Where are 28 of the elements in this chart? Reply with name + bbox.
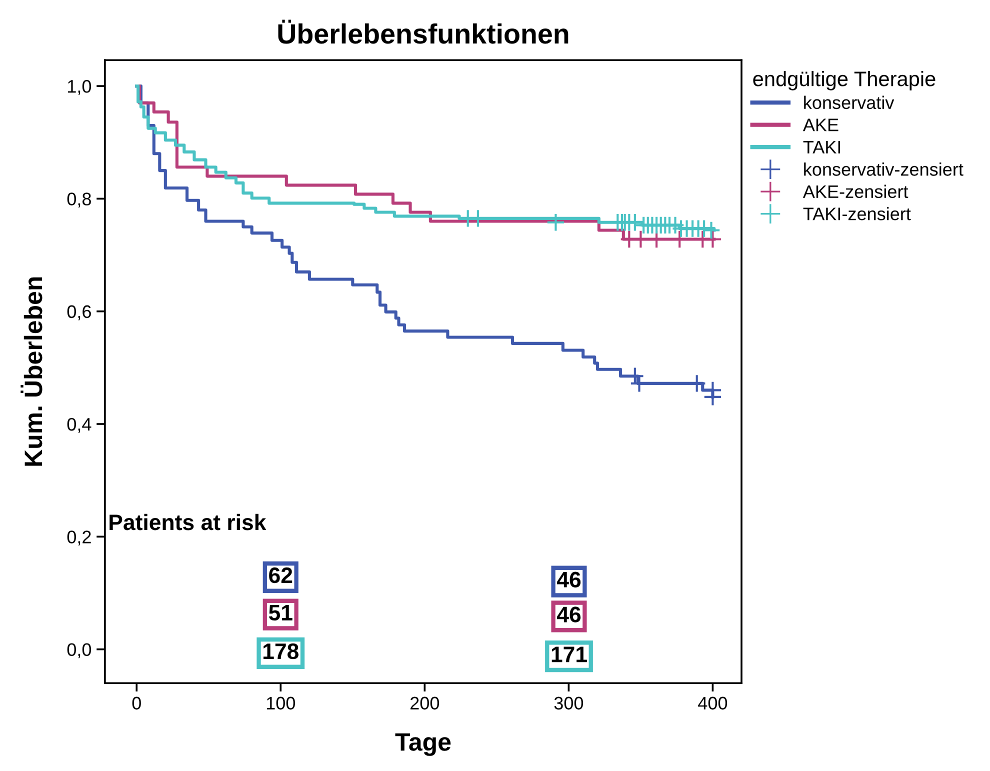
annotation: 178 xyxy=(263,643,298,660)
y-tick-label: 0,2 xyxy=(67,530,91,546)
annotation: 46 xyxy=(556,606,581,622)
legend-label: TAKI-zensiert xyxy=(803,207,911,220)
y-tick-label: 0,0 xyxy=(67,643,92,658)
x-tick-label: 100 xyxy=(266,696,296,710)
y-tick-label: 0,6 xyxy=(67,305,91,320)
legend-label: AKE xyxy=(802,118,838,132)
x-axis-title: Tage xyxy=(395,733,451,756)
legend-label: konservativ xyxy=(804,96,894,110)
y-tick-label: 0,4 xyxy=(67,418,92,433)
x-tick-label: 200 xyxy=(410,696,440,710)
y-tick-label: 0,8 xyxy=(67,192,91,208)
x-tick-label: 300 xyxy=(554,696,584,710)
legend-label: TAKI xyxy=(803,140,840,154)
legend-label: konservativ-zensiert xyxy=(804,162,964,176)
chart-title: Überlebensfunktionen xyxy=(278,20,568,44)
annotation: 171 xyxy=(552,646,587,662)
x-tick-label: 400 xyxy=(698,696,728,710)
y-tick-label: 1,0 xyxy=(68,80,92,95)
legend-label: AKE-zensiert xyxy=(802,184,908,198)
annotation: 51 xyxy=(268,605,292,621)
x-tick-label: 0 xyxy=(132,696,141,710)
annotation: 62 xyxy=(269,567,292,584)
legend-title: endgültige Therapie xyxy=(753,70,936,90)
annotation: 46 xyxy=(556,572,581,588)
annotation: Patients at risk xyxy=(110,514,266,530)
y-axis-title: Kum. Überleben xyxy=(20,277,42,466)
